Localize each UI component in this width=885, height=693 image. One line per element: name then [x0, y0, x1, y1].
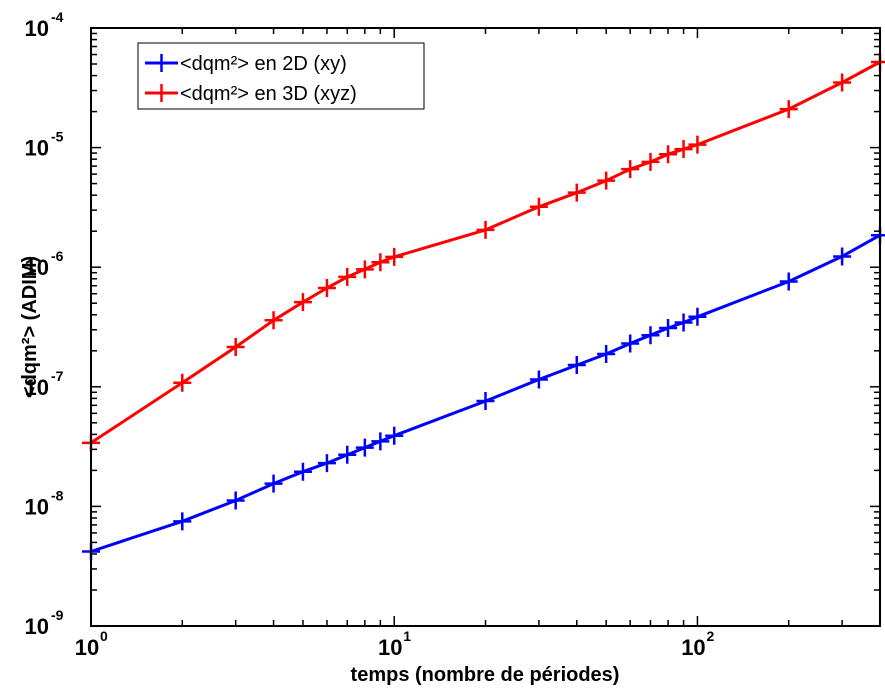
data-point: [173, 512, 192, 531]
y-axis-label: <dqm²> (ADIM): [19, 256, 41, 398]
y-tick-label: 10 -7: [25, 368, 64, 400]
data-point: [338, 445, 357, 464]
plot-border: [90, 27, 881, 627]
axis-tick-labels: 10 0 10 1 10 210 -910 -810 -710 -610 -510 -4: [25, 9, 715, 660]
data-point: [293, 293, 312, 312]
data-point: [779, 272, 798, 291]
legend-marker-2d: [152, 54, 171, 72]
data-point: [226, 491, 245, 510]
data-point: [779, 100, 798, 119]
x-tick-label: 10 0: [75, 628, 108, 660]
plot-area: [90, 27, 881, 627]
data-point: [355, 438, 374, 457]
data-point: [476, 392, 495, 411]
data-point: [385, 247, 404, 266]
data-point: [688, 307, 707, 326]
data-point: [659, 145, 678, 164]
data-point: [567, 183, 586, 202]
data-point: [621, 334, 640, 353]
svg-text:10: 10: [25, 255, 49, 280]
data-point: [529, 370, 548, 389]
svg-text:-5: -5: [51, 129, 64, 145]
data-point: [317, 454, 336, 473]
svg-text:10: 10: [681, 635, 705, 660]
svg-text:-7: -7: [51, 368, 64, 384]
data-point: [597, 171, 616, 190]
data-point: [226, 338, 245, 357]
svg-text:-9: -9: [51, 607, 64, 623]
legend: <dqm²> en 2D (xy) <dqm²> en 3D (xyz): [137, 42, 425, 110]
data-point: [385, 426, 404, 445]
series-line: [90, 60, 881, 445]
svg-text:10: 10: [378, 635, 402, 660]
data-point: [338, 267, 357, 286]
data-point: [264, 474, 283, 493]
data-point: [833, 247, 852, 266]
data-point: [833, 73, 852, 92]
data-point: [476, 220, 495, 239]
legend-label-3d: <dqm²> en 3D (xyz): [180, 83, 357, 105]
data-point: [371, 253, 390, 272]
legend-marker-3d: [152, 84, 171, 102]
data-point: [567, 356, 586, 375]
series-line: [90, 233, 881, 553]
data-point: [659, 319, 678, 338]
svg-text:-8: -8: [51, 487, 64, 503]
y-tick-label: 10 -8: [25, 487, 64, 519]
series-1: [82, 226, 885, 561]
legend-box: [137, 42, 425, 110]
legend-label-2d: <dqm²> en 2D (xy): [180, 53, 347, 75]
data-point: [173, 373, 192, 392]
svg-text:10: 10: [25, 375, 49, 400]
data-point: [597, 345, 616, 364]
data-point: [371, 432, 390, 451]
svg-text:10: 10: [75, 635, 99, 660]
data-point: [317, 279, 336, 298]
x-tick-label: 10 2: [681, 628, 714, 660]
svg-text:2: 2: [706, 628, 714, 644]
svg-text:-6: -6: [51, 248, 64, 264]
svg-text:10: 10: [25, 614, 49, 639]
data-point: [674, 140, 693, 159]
y-tick-label: 10 -6: [25, 248, 64, 280]
x-axis-label: temps (nombre de périodes): [351, 664, 620, 686]
y-tick-label: 10 -9: [25, 607, 64, 639]
data-point: [641, 152, 660, 171]
data-point: [293, 462, 312, 481]
x-tick-label: 10 1: [378, 628, 411, 660]
y-tick-label: 10 -5: [25, 129, 64, 161]
data-point: [264, 311, 283, 330]
data-point: [688, 135, 707, 154]
data-point: [621, 160, 640, 179]
svg-text:10: 10: [25, 494, 49, 519]
svg-text:10: 10: [25, 136, 49, 161]
svg-text:1: 1: [403, 628, 411, 644]
y-tick-label: 10 -4: [25, 9, 64, 41]
data-point: [641, 326, 660, 345]
svg-text:0: 0: [100, 628, 108, 644]
data-point: [355, 260, 374, 279]
data-point: [674, 313, 693, 332]
svg-text:10: 10: [25, 16, 49, 41]
svg-text:-4: -4: [51, 9, 64, 25]
data-point: [529, 197, 548, 216]
